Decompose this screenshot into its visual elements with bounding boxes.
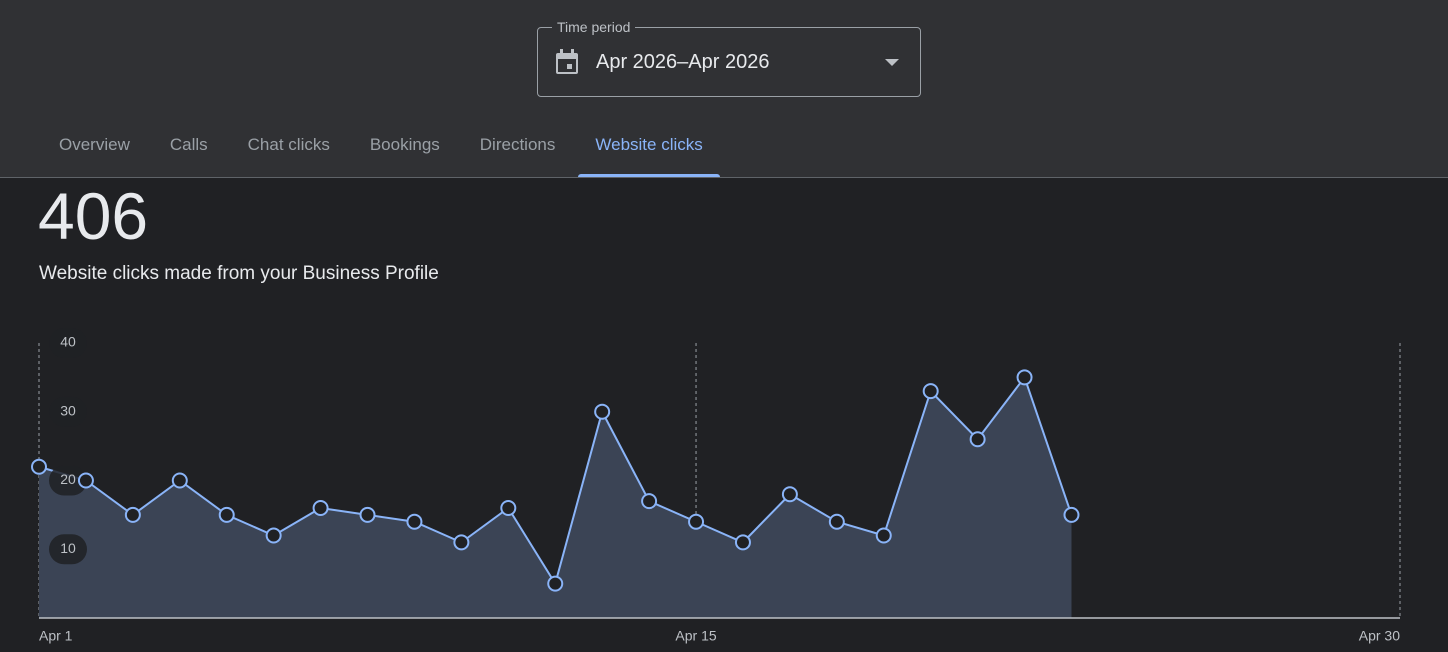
- point: [265, 527, 282, 544]
- tab-bar: Overview Calls Chat clicks Bookings Directio…: [39, 135, 723, 177]
- point: [359, 506, 376, 523]
- point: [406, 513, 423, 530]
- point: [547, 575, 564, 592]
- y-tick-pill: [49, 465, 87, 496]
- y-tick-pill: [49, 534, 87, 565]
- y-tick-label: 40: [60, 334, 76, 350]
- point: [828, 513, 845, 530]
- y-tick-label: 10: [60, 540, 76, 556]
- y-tick-pill: [49, 396, 87, 427]
- time-period-label: Time period: [552, 19, 636, 35]
- x-tick-label: Apr 30: [1359, 628, 1400, 644]
- point: [500, 500, 517, 516]
- point: [31, 458, 47, 475]
- tab[interactable]: Chat clicks: [247, 135, 330, 154]
- x-tick-label: Apr 15: [675, 628, 716, 644]
- point: [124, 506, 141, 523]
- tab[interactable]: Calls: [169, 135, 208, 154]
- tab[interactable]: Website clicks: [575, 135, 722, 177]
- tab[interactable]: Directions: [479, 135, 556, 154]
- point: [641, 493, 658, 510]
- point: [218, 506, 235, 523]
- point: [922, 383, 939, 400]
- time-period-value: Apr 2026–Apr 2026: [596, 51, 770, 73]
- point: [734, 534, 751, 551]
- point: [1063, 506, 1080, 523]
- point: [594, 403, 611, 420]
- y-tick-label: 20: [60, 471, 76, 487]
- y-tick-pill: [49, 328, 87, 358]
- subtitle: Website clicks made from your Business P…: [39, 263, 439, 284]
- point: [171, 472, 188, 489]
- point: [781, 486, 798, 503]
- point: [969, 431, 986, 448]
- point: [77, 472, 94, 489]
- header: Time period Apr 2026–Apr 2026 Overview Ca…: [0, 0, 1448, 178]
- point: [875, 527, 892, 544]
- calendar-icon: [556, 49, 578, 74]
- x-tick-label: Apr 1: [39, 628, 73, 644]
- point: [453, 534, 470, 551]
- point: [312, 500, 329, 516]
- point: [688, 513, 705, 530]
- tab[interactable]: Overview: [59, 135, 130, 154]
- y-tick-label: 30: [60, 402, 76, 418]
- time-period-select[interactable]: Time period Apr 2026–Apr 2026: [537, 19, 921, 97]
- area: [39, 377, 1072, 618]
- dropdown-arrow: [885, 59, 899, 66]
- total-value: 406: [38, 179, 149, 253]
- tab[interactable]: Bookings: [369, 135, 440, 154]
- point: [1016, 369, 1033, 386]
